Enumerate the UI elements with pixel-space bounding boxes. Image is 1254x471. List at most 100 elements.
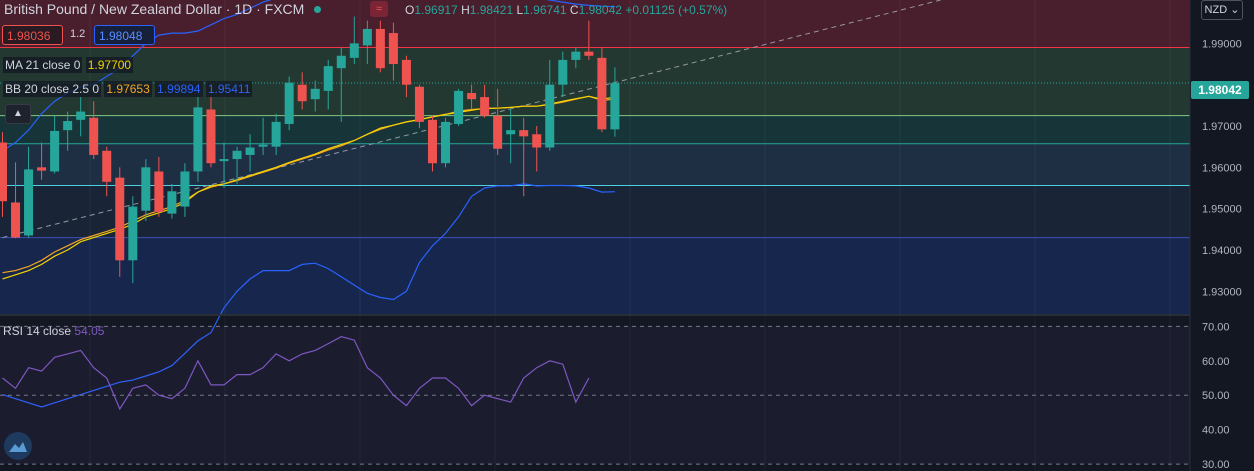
currency-selector[interactable]: NZD ⌄ (1201, 0, 1243, 20)
candle-body (454, 90, 464, 124)
bb-upper-value: 1.99894 (155, 81, 203, 97)
rsi-tick-label: 70.00 (1202, 321, 1230, 333)
candle-body (154, 171, 164, 212)
candle-body (519, 130, 529, 137)
bb-label: BB 20 close 2.5 0 (3, 81, 102, 97)
price-tick-label: 1.99000 (1202, 38, 1242, 50)
close-value: 1.98042 (578, 3, 622, 17)
candle-body (297, 84, 307, 102)
ma-label: MA 21 close 0 (3, 57, 83, 73)
bb-upper-line (2, 0, 615, 152)
candle-body (571, 51, 581, 60)
symbol-title-text: British Pound / New Zealand Dollar · 1D … (4, 1, 305, 17)
currency-label: NZD (1204, 4, 1228, 16)
price-tick-label: 1.95000 (1202, 204, 1242, 216)
open-key: O (405, 3, 415, 17)
bb-legend[interactable]: BB 20 close 2.5 0 1.97653 1.99894 1.9541… (3, 81, 253, 97)
rsi-tick-label: 40.00 (1202, 425, 1230, 437)
bb-lower-line (2, 183, 615, 408)
candle-body (610, 83, 620, 130)
logo-icon (9, 442, 27, 452)
candle-body (89, 117, 99, 155)
ohlc-readout: O1.96917 H1.98421 L1.96741 C1.98042 +0.0… (405, 3, 727, 17)
price-tick-label: 1.94000 (1202, 245, 1242, 257)
candle-body (414, 86, 424, 122)
candle-body (245, 147, 255, 155)
candle-body (50, 130, 60, 172)
bb-basis-value: 1.97653 (104, 81, 152, 97)
price-tick-label: 1.97000 (1202, 121, 1242, 133)
candle-body (193, 107, 203, 172)
candle-body (388, 33, 398, 65)
rsi-tick-label: 60.00 (1202, 356, 1230, 368)
candle-body (401, 59, 411, 85)
alert-icon[interactable]: ≈ (370, 1, 388, 17)
candle-body (349, 43, 359, 58)
candle-body (467, 92, 477, 100)
price-zone (0, 143, 1190, 186)
candle-body (0, 142, 7, 202)
ma-value: 1.97700 (85, 57, 134, 73)
bb-lower-value: 1.95411 (205, 81, 253, 97)
candle-body (271, 121, 281, 147)
candle-body (24, 169, 34, 236)
candle-body (11, 202, 21, 238)
candle-body (558, 59, 568, 85)
candle-body (310, 88, 320, 100)
change-value: +0.01125 (+0.57%) (625, 3, 728, 17)
rsi-line (2, 336, 590, 411)
ma-legend[interactable]: MA 21 close 0 1.97700 (3, 57, 134, 73)
sell-button[interactable]: 1.98036 (2, 25, 63, 45)
candle-body (37, 167, 47, 171)
collapse-legend-button[interactable]: ▲ (5, 104, 31, 124)
rsi-label: RSI 14 close (3, 324, 72, 338)
last-price-label: 1.98042 (1191, 81, 1249, 99)
candle-body (506, 130, 516, 135)
price-tick-label: 1.96000 (1202, 162, 1242, 174)
candle-body (232, 150, 242, 160)
price-zone (0, 237, 1190, 314)
candle-body (258, 144, 268, 147)
candle-body (219, 159, 229, 162)
candle-body (115, 177, 125, 261)
tradingview-logo[interactable] (4, 432, 32, 460)
candle-body (584, 51, 594, 56)
candle-body (362, 28, 372, 46)
chevron-down-icon: ⌄ (1230, 4, 1240, 16)
candle-body (532, 134, 542, 148)
candle-body (180, 171, 190, 207)
candle-body (545, 84, 555, 148)
candle-body (128, 206, 138, 261)
low-value: 1.96741 (523, 3, 567, 17)
candle-body (167, 191, 177, 214)
symbol-title[interactable]: British Pound / New Zealand Dollar · 1D … (4, 1, 327, 17)
rsi-value: 54.05 (74, 324, 105, 338)
candle-body (102, 150, 112, 182)
open-value: 1.96917 (414, 3, 458, 17)
candle-body (323, 66, 333, 91)
candle-body (375, 28, 385, 69)
candle-body (493, 115, 503, 149)
low-key: L (516, 3, 524, 17)
candle-body (336, 55, 346, 69)
spread-value: 1.2 (70, 28, 86, 40)
rsi-legend[interactable]: RSI 14 close 54.05 (3, 324, 104, 338)
buy-button[interactable]: 1.98048 (94, 25, 155, 45)
price-tick-label: 1.93000 (1202, 286, 1242, 298)
rsi-tick-label: 30.00 (1202, 459, 1230, 471)
rsi-band (0, 326, 1190, 465)
market-status-dot (314, 6, 322, 13)
candle-body (597, 57, 607, 130)
candle-body (427, 119, 437, 164)
price-zone (0, 0, 1190, 48)
ma21-line (2, 95, 615, 280)
candle-body (284, 82, 294, 124)
high-key: H (461, 3, 470, 17)
rsi-tick-label: 50.00 (1202, 390, 1230, 402)
chevron-up-icon: ▲ (13, 108, 23, 119)
close-key: C (569, 3, 579, 17)
candle-body (141, 167, 151, 211)
candle-body (206, 109, 216, 164)
candle-body (441, 121, 451, 164)
